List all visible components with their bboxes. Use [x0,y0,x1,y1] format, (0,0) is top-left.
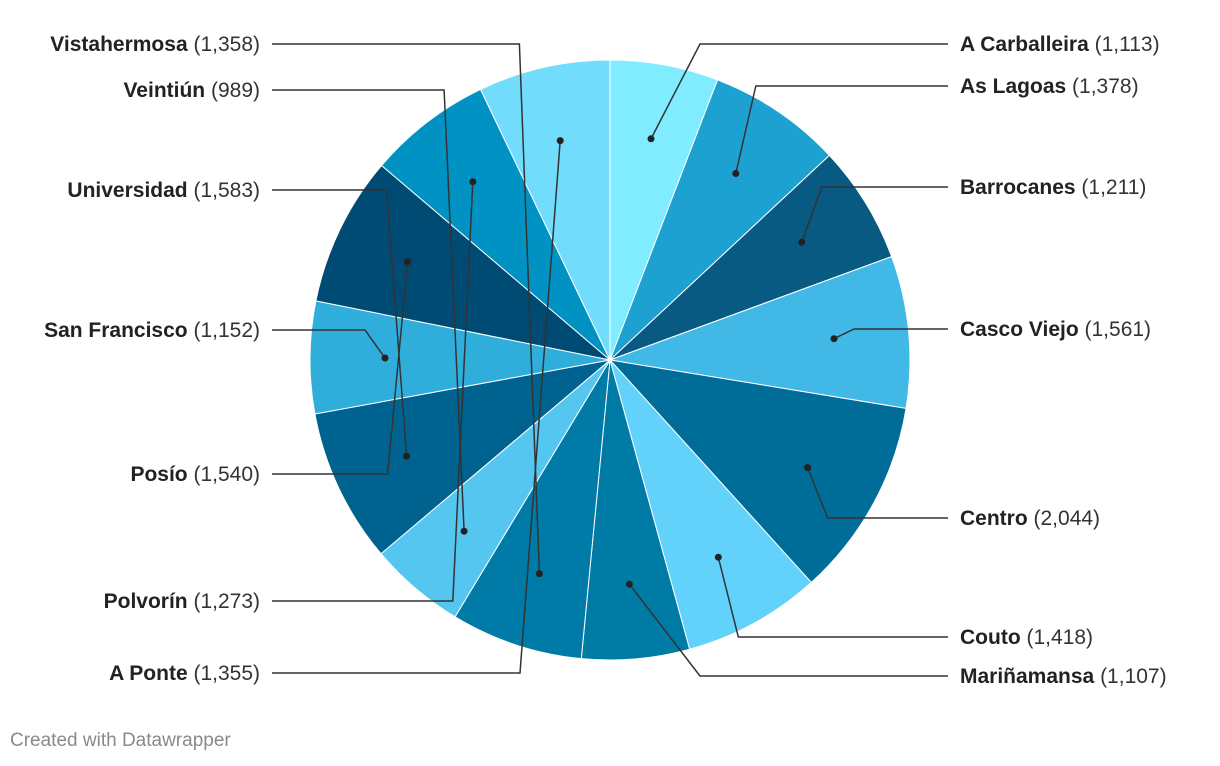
label-value: (1,152) [188,319,260,342]
label-name: A Ponte [109,662,188,685]
label-a-carballeira: A Carballeira (1,113) [960,33,1160,56]
label-centro: Centro (2,044) [960,507,1100,530]
slice-labels: A Carballeira (1,113) As Lagoas (1,378) Ba… [44,33,1167,688]
slice-centro [608,359,907,584]
label-value: (1,378) [1066,75,1138,98]
label-value: (1,355) [188,662,260,685]
label-value: (1,107) [1094,665,1166,688]
label-name: Centro [960,507,1028,530]
label-name: Couto [960,626,1021,649]
label-casco-viejo: Casco Viejo (1,561) [960,318,1151,341]
label-as-lagoas: As Lagoas (1,378) [960,75,1139,98]
leader-dot-veintiun [460,527,468,535]
leader-line-universidad [272,189,408,457]
leader-dot-universidad [403,452,411,460]
leader-dot-marinamansa [625,580,633,588]
leader-dot-as-lagoas [732,170,740,177]
label-polvorin: Polvorín (1,273) [104,590,260,613]
leader-dot-centro [804,464,812,472]
leader-line-veintiun [272,89,465,532]
label-value: (1,561) [1079,318,1151,341]
slice-as-lagoas [609,79,831,361]
slice-barrocanes [609,154,893,361]
pie-slices [309,59,911,661]
leader-dot-vistahermosa [535,570,543,578]
leader-line-san-francisco [272,329,386,359]
leader-line-as-lagoas [735,85,948,174]
leader-line-centro [806,467,948,519]
leader-line-posio [272,261,409,475]
label-veintiun: Veintiún (989) [123,79,260,102]
leader-dot-barrocanes [798,238,806,246]
label-name: Casco Viejo [960,318,1079,341]
label-name: Universidad [67,179,187,202]
leader-lines [272,43,948,677]
slice-couto [609,359,813,650]
leader-line-barrocanes [800,186,948,243]
label-barrocanes: Barrocanes (1,211) [960,176,1146,199]
label-name: A Carballeira [960,33,1089,56]
label-value: (1,358) [188,33,260,56]
leader-line-a-carballeira [650,43,948,140]
label-name: Vistahermosa [50,33,188,56]
slice-casco-viejo [608,255,911,410]
label-name: Veintiún [123,79,205,102]
slice-posio [315,164,612,361]
slice-universidad [314,359,612,555]
label-vistahermosa: Vistahermosa (1,358) [50,33,260,56]
slice-polvorin [380,88,611,361]
credit-text: Created with Datawrapper [10,730,231,751]
label-name: Posío [130,463,187,486]
label-value: (1,273) [188,590,260,613]
leader-dot-polvorin [469,178,477,186]
label-couto: Couto (1,418) [960,626,1093,649]
label-name: Mariñamansa [960,665,1095,688]
leader-dot-posio [404,258,412,266]
label-value: (1,113) [1089,33,1160,56]
leader-line-casco-viejo [833,328,948,340]
label-name: San Francisco [44,319,188,342]
label-posio: Posío (1,540) [130,463,260,486]
slice-a-ponte [479,59,611,361]
label-value: (989) [205,79,260,102]
label-a-ponte: A Ponte (1,355) [109,662,260,685]
leader-line-marinamansa [628,583,948,677]
label-name: Barrocanes [960,176,1076,199]
leader-dot-san-francisco [381,354,389,362]
label-universidad: Universidad (1,583) [67,179,260,202]
leader-line-a-ponte [272,140,561,674]
leader-line-vistahermosa [272,43,541,574]
label-marinamansa: Mariñamansa (1,107) [960,665,1167,688]
leader-dot-couto [714,553,722,561]
label-name: As Lagoas [960,75,1066,98]
label-value: (1,583) [188,179,260,202]
label-value: (1,540) [188,463,260,486]
label-name: Polvorín [104,590,188,613]
label-value: (1,418) [1021,626,1093,649]
label-value: (2,044) [1028,507,1100,530]
leader-dot-a-ponte [556,137,564,145]
label-san-francisco: San Francisco (1,152) [44,319,260,342]
leader-dot-casco-viejo [830,335,838,343]
leader-dot-a-carballeira [647,135,655,143]
leader-line-couto [717,557,948,638]
label-value: (1,211) [1076,176,1147,199]
leader-line-polvorin [272,181,474,602]
